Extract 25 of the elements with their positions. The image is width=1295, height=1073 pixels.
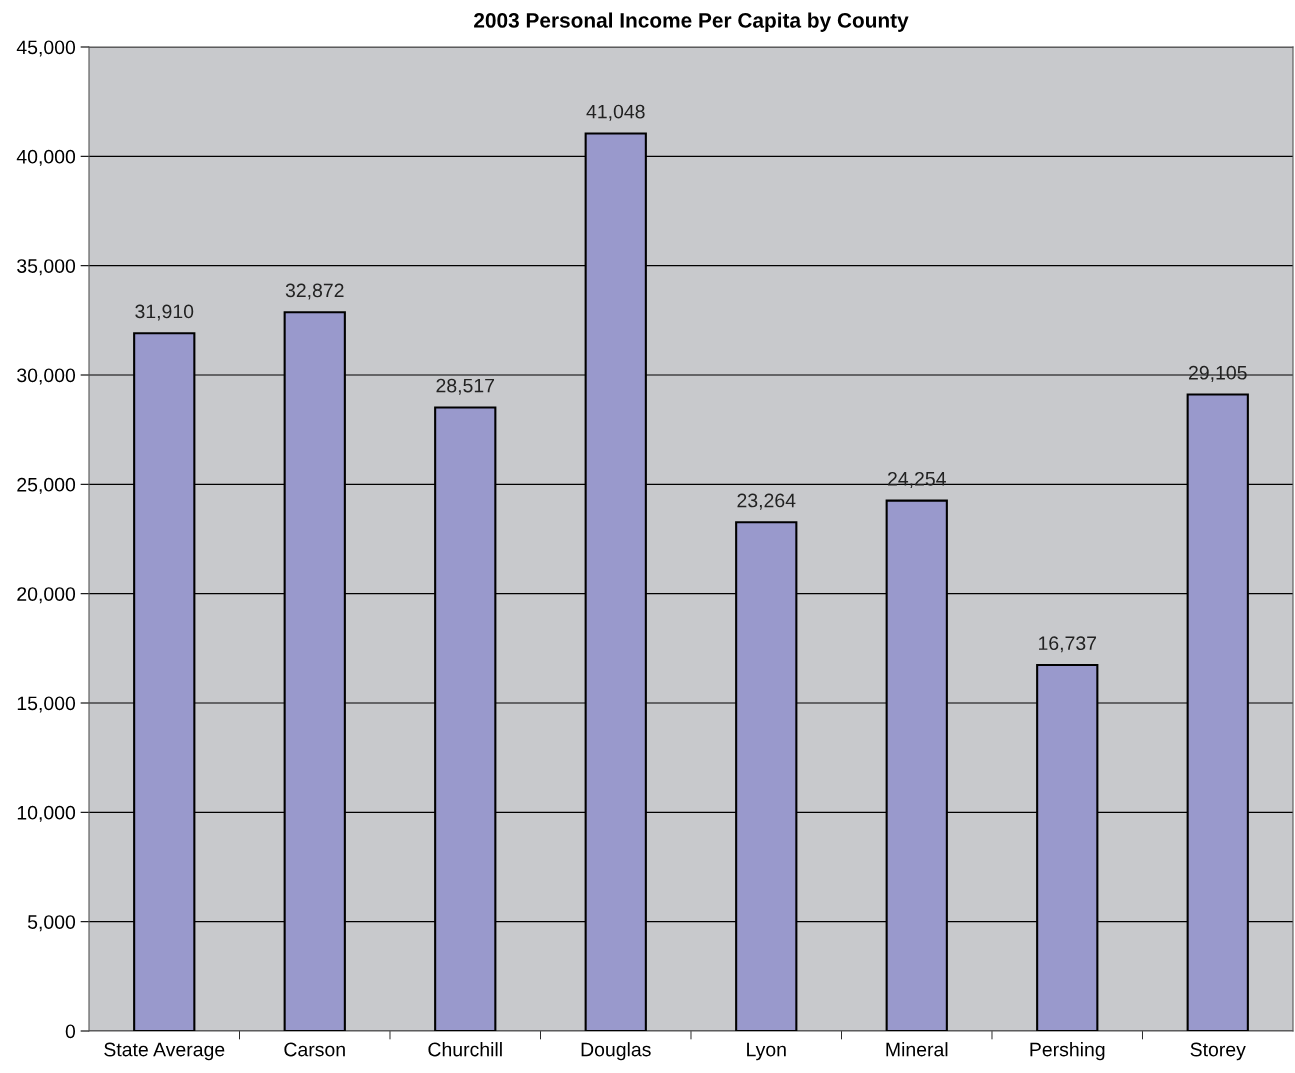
- y-tick-label: 20,000: [17, 587, 76, 604]
- x-tick-label: Pershing: [1030, 1042, 1105, 1061]
- y-tick-label: 35,000: [17, 259, 76, 276]
- y-tick-label: 45,000: [16, 40, 76, 57]
- x-tick-label: Lyon: [747, 1042, 786, 1061]
- y-tick-label: 0: [65, 1024, 76, 1039]
- data-label: 32,872: [285, 283, 344, 300]
- data-label: 16,737: [1039, 636, 1097, 653]
- chart-title: 2003 Personal Income Per Capita by County: [474, 12, 909, 32]
- data-label: 28,517: [436, 378, 495, 395]
- y-tick-label: 40,000: [16, 149, 76, 166]
- y-tick-label: 15,000: [17, 696, 76, 713]
- y-tick-label: 5,000: [27, 915, 76, 932]
- x-tick-label: Mineral: [886, 1042, 948, 1057]
- data-label: 23,264: [737, 493, 796, 510]
- data-label: 41,048: [586, 104, 645, 121]
- y-tick-label: 30,000: [17, 368, 76, 385]
- x-tick-label: State Average: [104, 1042, 225, 1061]
- x-tick-label: Storey: [1190, 1042, 1246, 1061]
- data-label: 31,910: [135, 304, 194, 321]
- x-tick-label: Douglas: [581, 1042, 651, 1061]
- x-tick-label: Churchill: [428, 1042, 502, 1057]
- y-tick-label: 25,000: [17, 477, 76, 494]
- y-tick-label: 10,000: [17, 805, 76, 822]
- x-tick-label: Carson: [284, 1042, 345, 1057]
